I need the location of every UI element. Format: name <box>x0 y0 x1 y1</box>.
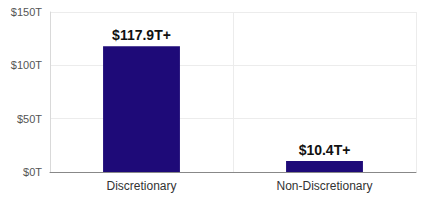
svg-text:Discretionary: Discretionary <box>106 179 176 193</box>
svg-text:$150T: $150T <box>11 6 42 18</box>
svg-text:$0T: $0T <box>23 166 42 178</box>
svg-text:$100T: $100T <box>11 59 42 71</box>
svg-text:Non-Discretionary: Non-Discretionary <box>276 179 372 193</box>
svg-text:$50T: $50T <box>17 113 42 125</box>
svg-text:$10.4T+: $10.4T+ <box>299 142 351 158</box>
svg-text:$117.9T+: $117.9T+ <box>112 27 171 43</box>
